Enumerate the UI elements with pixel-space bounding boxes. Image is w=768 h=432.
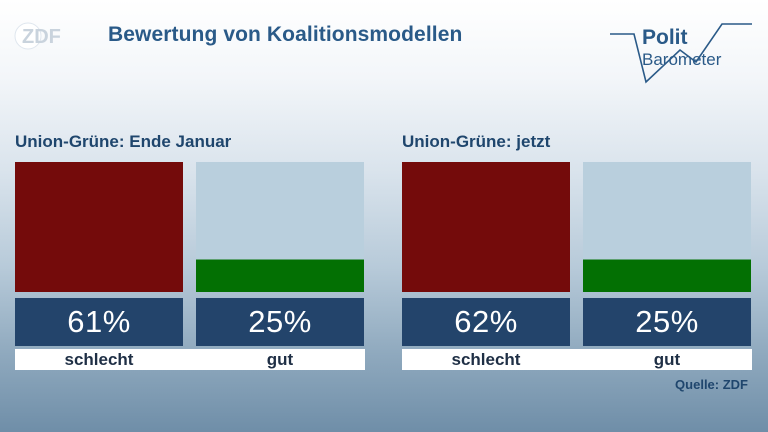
bar-1-gut bbox=[583, 259, 751, 292]
source-note: Quelle: ZDF bbox=[675, 377, 748, 392]
value-label-jetzt-gut: 25% bbox=[635, 304, 699, 339]
label-band-left bbox=[15, 349, 365, 370]
label-band-right bbox=[402, 349, 752, 370]
value-box-1-gut bbox=[583, 298, 751, 346]
zdf-logo: ZDF bbox=[14, 22, 84, 50]
category-label-jetzt-gut: gut bbox=[653, 350, 681, 369]
page-title: Bewertung von Koalitionsmodellen bbox=[108, 23, 463, 46]
value-box-1-schlecht bbox=[402, 298, 570, 346]
bar-0-gut bbox=[196, 259, 364, 292]
polit-logo-line2: Barometer bbox=[642, 50, 722, 69]
zdf-logo-text: ZDF bbox=[22, 26, 61, 48]
polit-logo-line1: Polit bbox=[642, 26, 688, 49]
category-label-jetzt-schlecht: schlecht bbox=[451, 350, 521, 369]
bar-0-schlecht bbox=[15, 162, 183, 292]
category-label-jan-gut: gut bbox=[266, 350, 294, 369]
value-label-jan-gut: 25% bbox=[248, 304, 312, 339]
category-label-jan-schlecht: schlecht bbox=[64, 350, 134, 369]
value-label-jetzt-schlecht: 62% bbox=[454, 304, 518, 339]
value-label-jan-schlecht: 61% bbox=[67, 304, 131, 339]
bar-1-schlecht bbox=[402, 162, 570, 292]
value-box-0-schlecht bbox=[15, 298, 183, 346]
value-box-0-gut bbox=[196, 298, 364, 346]
panel-title-ende-januar: Union-Grüne: Ende Januar bbox=[15, 132, 232, 151]
politbarometer-logo: Polit Barometer bbox=[604, 10, 758, 92]
panel-title-jetzt: Union-Grüne: jetzt bbox=[402, 132, 551, 151]
